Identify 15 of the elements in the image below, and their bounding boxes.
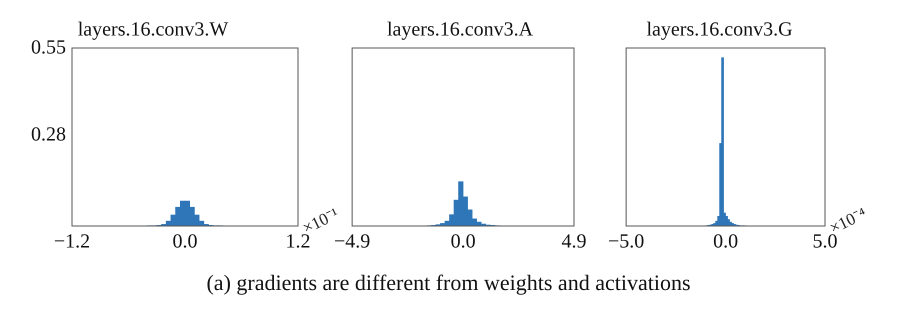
- x-tick-label: 4.9: [562, 230, 586, 252]
- x-tick-label: 0.0: [450, 230, 476, 252]
- chart-title: layers.16.conv3.W: [78, 18, 228, 40]
- x-tick-label: −5.0: [608, 230, 644, 252]
- x-tick-label: 0.0: [172, 230, 198, 252]
- x-tick-label: 0.0: [713, 230, 738, 252]
- x-tick-label: 1.2: [286, 230, 310, 252]
- x-tick-label: −1.2: [54, 230, 90, 252]
- y-tick-label: 0.28: [31, 124, 66, 146]
- chart-title: layers.16.conv3.A: [386, 18, 534, 40]
- x-tick-label: 5.0: [812, 230, 838, 252]
- x-tick-label: −4.9: [334, 230, 370, 252]
- text: (a) gradients are different from weights and activations: [205, 270, 692, 296]
- y-tick-label: 0.55: [31, 36, 66, 58]
- chart-title: layers.16.conv3.G: [646, 18, 793, 40]
